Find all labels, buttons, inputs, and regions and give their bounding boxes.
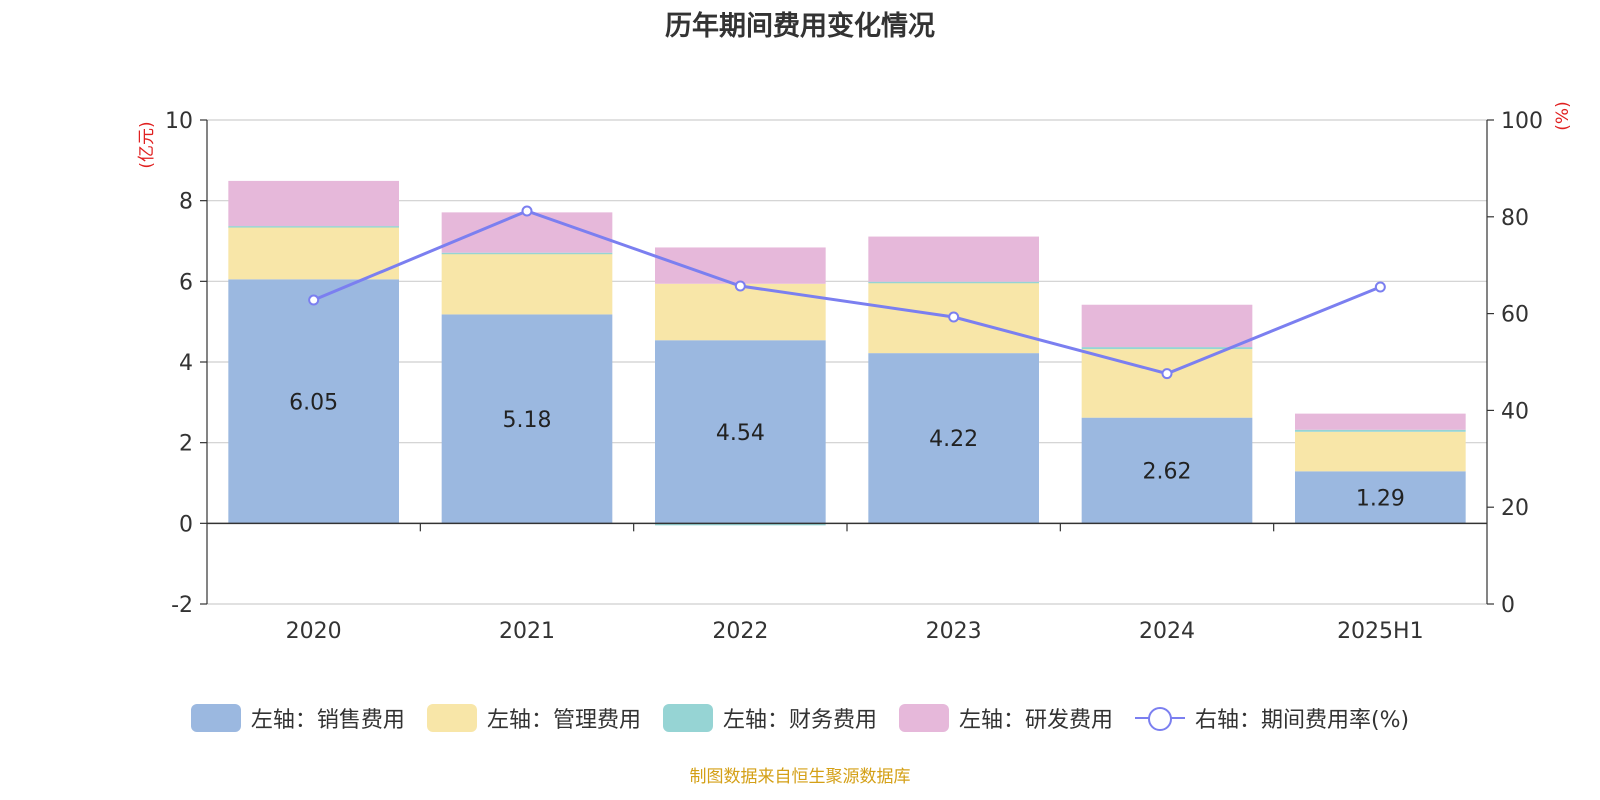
bar-segment-admin [1295, 431, 1466, 472]
legend-item-admin[interactable]: 左轴：管理费用 [426, 702, 641, 734]
bar-segment-finance [868, 281, 1039, 284]
legend-label-expense-ratio: 右轴：期间费用率(%) [1194, 708, 1410, 733]
legend-label-finance: 左轴：财务费用 [722, 708, 877, 733]
right-tick-label: 100 [1501, 109, 1543, 134]
bar-segment-sales [1295, 471, 1466, 524]
x-tick-label: 2025H1 [1337, 619, 1424, 644]
legend: 左轴：销售费用 左轴：管理费用 左轴：财务费用 左轴：研发费用 右轴：期间费用率… [0, 702, 1600, 734]
bar-segment-sales [1081, 417, 1253, 524]
legend-item-rnd[interactable]: 左轴：研发费用 [898, 702, 1113, 734]
x-tick-label: 2022 [712, 619, 768, 644]
bar-segment-sales [228, 279, 399, 524]
left-axis-unit-label: (亿元) [137, 121, 157, 168]
legend-swatch-rnd [898, 704, 949, 732]
bar-segment-admin [1081, 349, 1253, 418]
bar-data-label: 4.22 [929, 427, 978, 452]
bar-segment-rnd [1081, 304, 1253, 348]
bar-data-label: 1.29 [1356, 486, 1405, 511]
bar-segment-admin [441, 253, 613, 315]
legend-label-admin: 左轴：管理费用 [486, 708, 641, 733]
right-tick-label: 0 [1501, 593, 1515, 618]
right-axis-unit-label: (%) [1553, 101, 1573, 130]
legend-swatch-finance [662, 704, 713, 732]
x-tick-label: 2020 [286, 619, 342, 644]
bar-segment-finance [228, 226, 399, 228]
chart-title: 历年期间费用变化情况 [665, 11, 935, 42]
bar-segment-admin [228, 226, 399, 280]
bar-segment-rnd [228, 180, 399, 227]
legend-line-marker-icon [1134, 704, 1185, 732]
bar-segment-finance [655, 523, 826, 526]
expense-ratio-point [1374, 281, 1386, 293]
bar-segment-rnd [1295, 413, 1466, 430]
left-tick-label: 4 [179, 351, 193, 376]
bar-data-label: 2.62 [1143, 459, 1192, 484]
bar-data-label: 6.05 [289, 390, 338, 415]
legend-swatch-sales [190, 704, 241, 732]
right-tick-label: 60 [1501, 303, 1529, 328]
right-tick-label: 80 [1501, 206, 1529, 231]
left-tick-label: 8 [179, 190, 193, 215]
bar-segment-finance [1081, 347, 1253, 350]
bar-segment-rnd [868, 236, 1039, 282]
expense-ratio-point [734, 280, 746, 292]
bar-segment-finance [441, 252, 613, 255]
bar-series [228, 180, 1466, 526]
expense-ratio-point [948, 311, 960, 323]
legend-label-rnd: 左轴：研发费用 [958, 708, 1113, 733]
x-tick-label: 2023 [926, 619, 982, 644]
legend-label-sales: 左轴：销售费用 [250, 708, 405, 733]
bar-data-label: 5.18 [503, 408, 552, 433]
left-tick-label: 6 [179, 270, 193, 295]
right-tick-label: 20 [1501, 496, 1529, 521]
expense-ratio-line [313, 209, 1381, 376]
expense-ratio-point [1161, 368, 1173, 380]
expense-ratio-point [308, 294, 320, 306]
left-tick-label: 2 [179, 432, 193, 457]
bar-data-label: 4.54 [716, 421, 765, 446]
left-tick-label: 0 [179, 512, 193, 537]
legend-item-finance[interactable]: 左轴：财务费用 [662, 702, 877, 734]
expense-ratio-point [521, 205, 533, 217]
legend-swatch-admin [426, 704, 477, 732]
legend-item-sales[interactable]: 左轴：销售费用 [190, 702, 405, 734]
data-labels: 6.05 5.18 4.54 4.22 2.62 1.29 [289, 390, 1405, 511]
x-tick-label: 2024 [1139, 619, 1195, 644]
bar-segment-finance [1295, 429, 1466, 432]
legend-item-expense-ratio[interactable]: 右轴：期间费用率(%) [1134, 702, 1410, 734]
right-tick-label: 40 [1501, 399, 1529, 424]
line-series [308, 205, 1386, 380]
bar-segment-admin [655, 283, 826, 341]
source-note: 制图数据来自恒生聚源数据库 [689, 767, 911, 787]
bar-segment-sales [441, 314, 613, 524]
x-tick-label: 2021 [499, 619, 555, 644]
grid-lines [207, 119, 1487, 605]
bar-segment-sales [655, 340, 826, 524]
left-tick-label: -2 [171, 593, 193, 618]
bar-segment-sales [868, 353, 1039, 524]
left-tick-label: 10 [165, 109, 193, 134]
